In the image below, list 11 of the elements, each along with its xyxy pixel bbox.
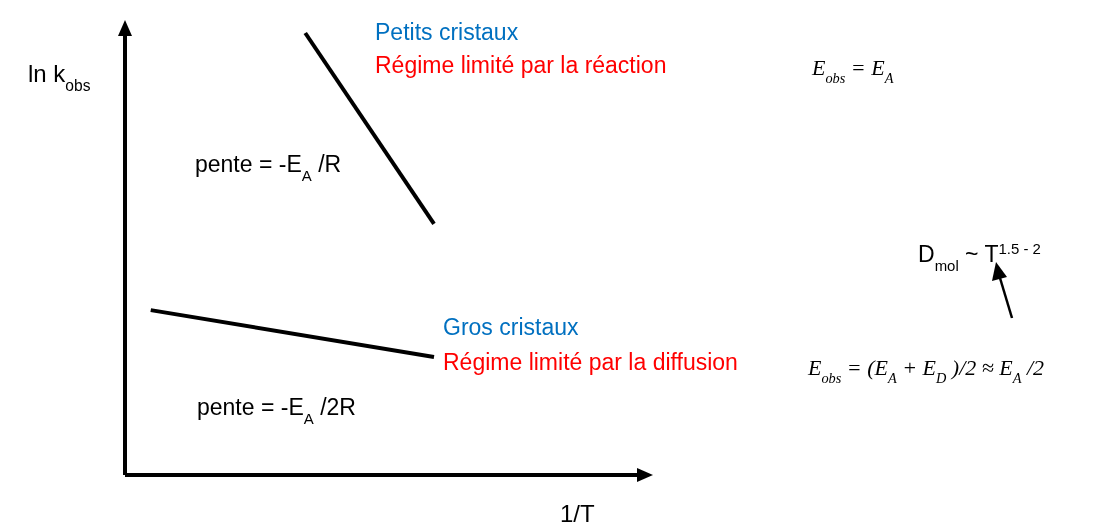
annotation: Petits cristaux <box>375 19 519 45</box>
text: D$_{mol}$ ~ T$^{1.5 - 2}$ <box>918 239 1041 274</box>
text: E$_{obs}$ = (E$_{A}$ + E$_{D}$)/2 ≈ E$_{A}$/2 <box>808 355 1045 386</box>
y-axis-title: ln k$_{obs}$ <box>28 60 91 94</box>
annotation: Régime limité par la diffusion <box>443 349 738 375</box>
annotation: pente = -E$_{A}$/2R <box>197 394 356 427</box>
x-axis-title: 1/T <box>560 500 596 527</box>
text: E$_{obs}$ = E$_{A}$ <box>811 55 894 86</box>
annotation: pente = -E$_{A}$/R <box>195 151 342 184</box>
annotation: Gros cristaux <box>443 314 579 340</box>
annotation: Régime limité par la réaction <box>375 52 667 78</box>
